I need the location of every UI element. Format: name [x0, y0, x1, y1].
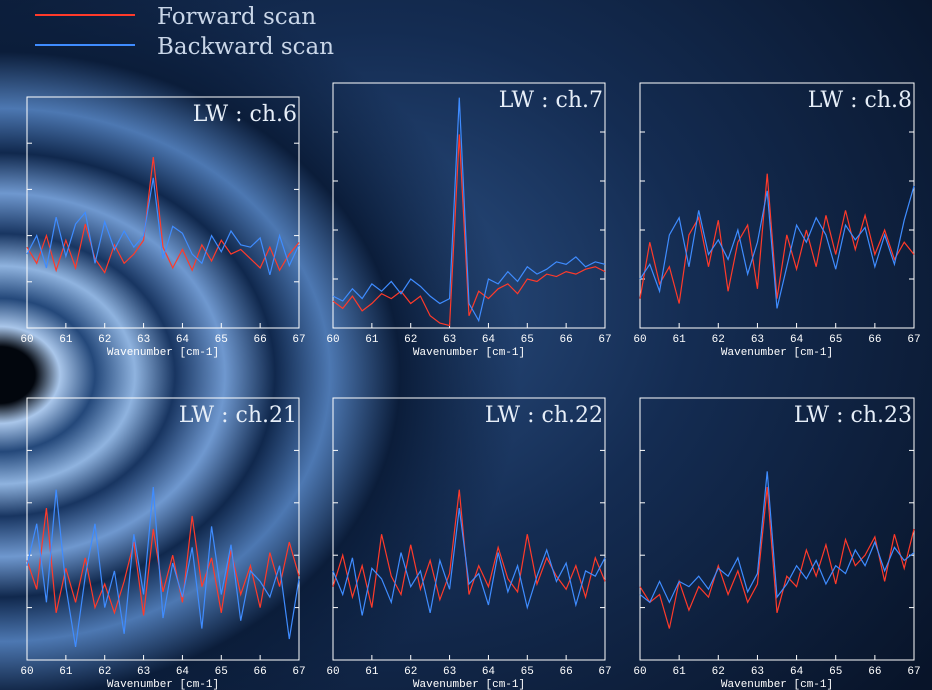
panel-title: LW : ch.7	[499, 88, 603, 113]
x-tick-label: 64	[176, 666, 190, 678]
data-line	[333, 508, 605, 615]
data-line	[333, 490, 605, 608]
panel-title: LW : ch.6	[193, 102, 297, 127]
x-tick-label: 67	[598, 334, 611, 346]
x-tick-label: 65	[829, 666, 842, 678]
x-tick-label: 62	[98, 666, 111, 678]
axes-frame	[27, 97, 299, 328]
x-tick-label: 64	[482, 334, 496, 346]
axes-frame	[333, 398, 605, 660]
x-tick-label: 65	[215, 334, 228, 346]
x-tick-label: 62	[712, 666, 725, 678]
x-tick-label: 61	[365, 666, 379, 678]
chart: Forward scan Backward scan 60 61 62 63 64 65 66 6…	[0, 0, 932, 690]
data-line	[640, 174, 914, 304]
legend-label: Backward scan	[157, 34, 334, 60]
x-tick-label: 67	[292, 666, 305, 678]
x-tick-label: 66	[560, 666, 573, 678]
x-tick-label: 60	[20, 334, 33, 346]
x-tick-label: 67	[292, 334, 305, 346]
x-tick-label: 65	[521, 334, 534, 346]
x-axis-label: Wavenumber [cm-1]	[721, 679, 833, 690]
panel-title: LW : ch.23	[794, 403, 912, 428]
data-line	[27, 178, 299, 275]
x-tick-label: 62	[404, 334, 417, 346]
x-axis-label: Wavenumber [cm-1]	[107, 347, 219, 359]
x-tick-label: 61	[673, 666, 687, 678]
x-axis-label: Wavenumber [cm-1]	[413, 679, 525, 690]
x-tick-label: 63	[751, 334, 764, 346]
panel-title: LW : ch.21	[179, 403, 297, 428]
x-tick-label: 65	[215, 666, 228, 678]
x-tick-label: 63	[443, 666, 456, 678]
x-tick-label: 61	[365, 334, 379, 346]
x-tick-label: 60	[326, 666, 339, 678]
x-tick-label: 62	[404, 666, 417, 678]
x-tick-label: 60	[633, 334, 646, 346]
x-tick-label: 64	[176, 334, 190, 346]
axes-frame	[640, 398, 914, 660]
data-line	[640, 487, 914, 628]
panel-title: LW : ch.8	[808, 88, 912, 113]
x-tick-label: 61	[673, 334, 687, 346]
x-tick-label: 63	[137, 666, 150, 678]
page: Forward scan Backward scan 60 61 62 63 64 65 66 6…	[0, 0, 932, 690]
x-tick-label: 63	[137, 334, 150, 346]
legend-label: Forward scan	[157, 4, 316, 30]
x-tick-label: 66	[560, 334, 573, 346]
x-tick-label: 67	[907, 666, 920, 678]
x-tick-label: 62	[98, 334, 111, 346]
x-tick-label: 64	[790, 666, 804, 678]
x-tick-label: 67	[907, 334, 920, 346]
x-axis-label: Wavenumber [cm-1]	[721, 347, 833, 359]
x-tick-label: 66	[868, 666, 881, 678]
x-tick-label: 61	[59, 334, 73, 346]
x-tick-label: 60	[326, 334, 339, 346]
x-tick-label: 60	[633, 666, 646, 678]
x-tick-label: 64	[482, 666, 496, 678]
x-tick-label: 63	[751, 666, 764, 678]
panel-title: LW : ch.22	[485, 403, 603, 428]
data-line	[640, 471, 914, 602]
x-tick-label: 66	[254, 334, 267, 346]
x-axis-label: Wavenumber [cm-1]	[413, 347, 525, 359]
data-line	[333, 98, 605, 321]
x-tick-label: 65	[521, 666, 534, 678]
data-line	[27, 487, 299, 647]
x-tick-label: 66	[868, 334, 881, 346]
x-tick-label: 62	[712, 334, 725, 346]
x-tick-label: 67	[598, 666, 611, 678]
x-tick-label: 64	[790, 334, 804, 346]
x-tick-label: 66	[254, 666, 267, 678]
x-axis-label: Wavenumber [cm-1]	[107, 679, 219, 690]
x-tick-label: 65	[829, 334, 842, 346]
x-tick-label: 63	[443, 334, 456, 346]
x-tick-label: 60	[20, 666, 33, 678]
axes-frame	[27, 398, 299, 660]
x-tick-label: 61	[59, 666, 73, 678]
